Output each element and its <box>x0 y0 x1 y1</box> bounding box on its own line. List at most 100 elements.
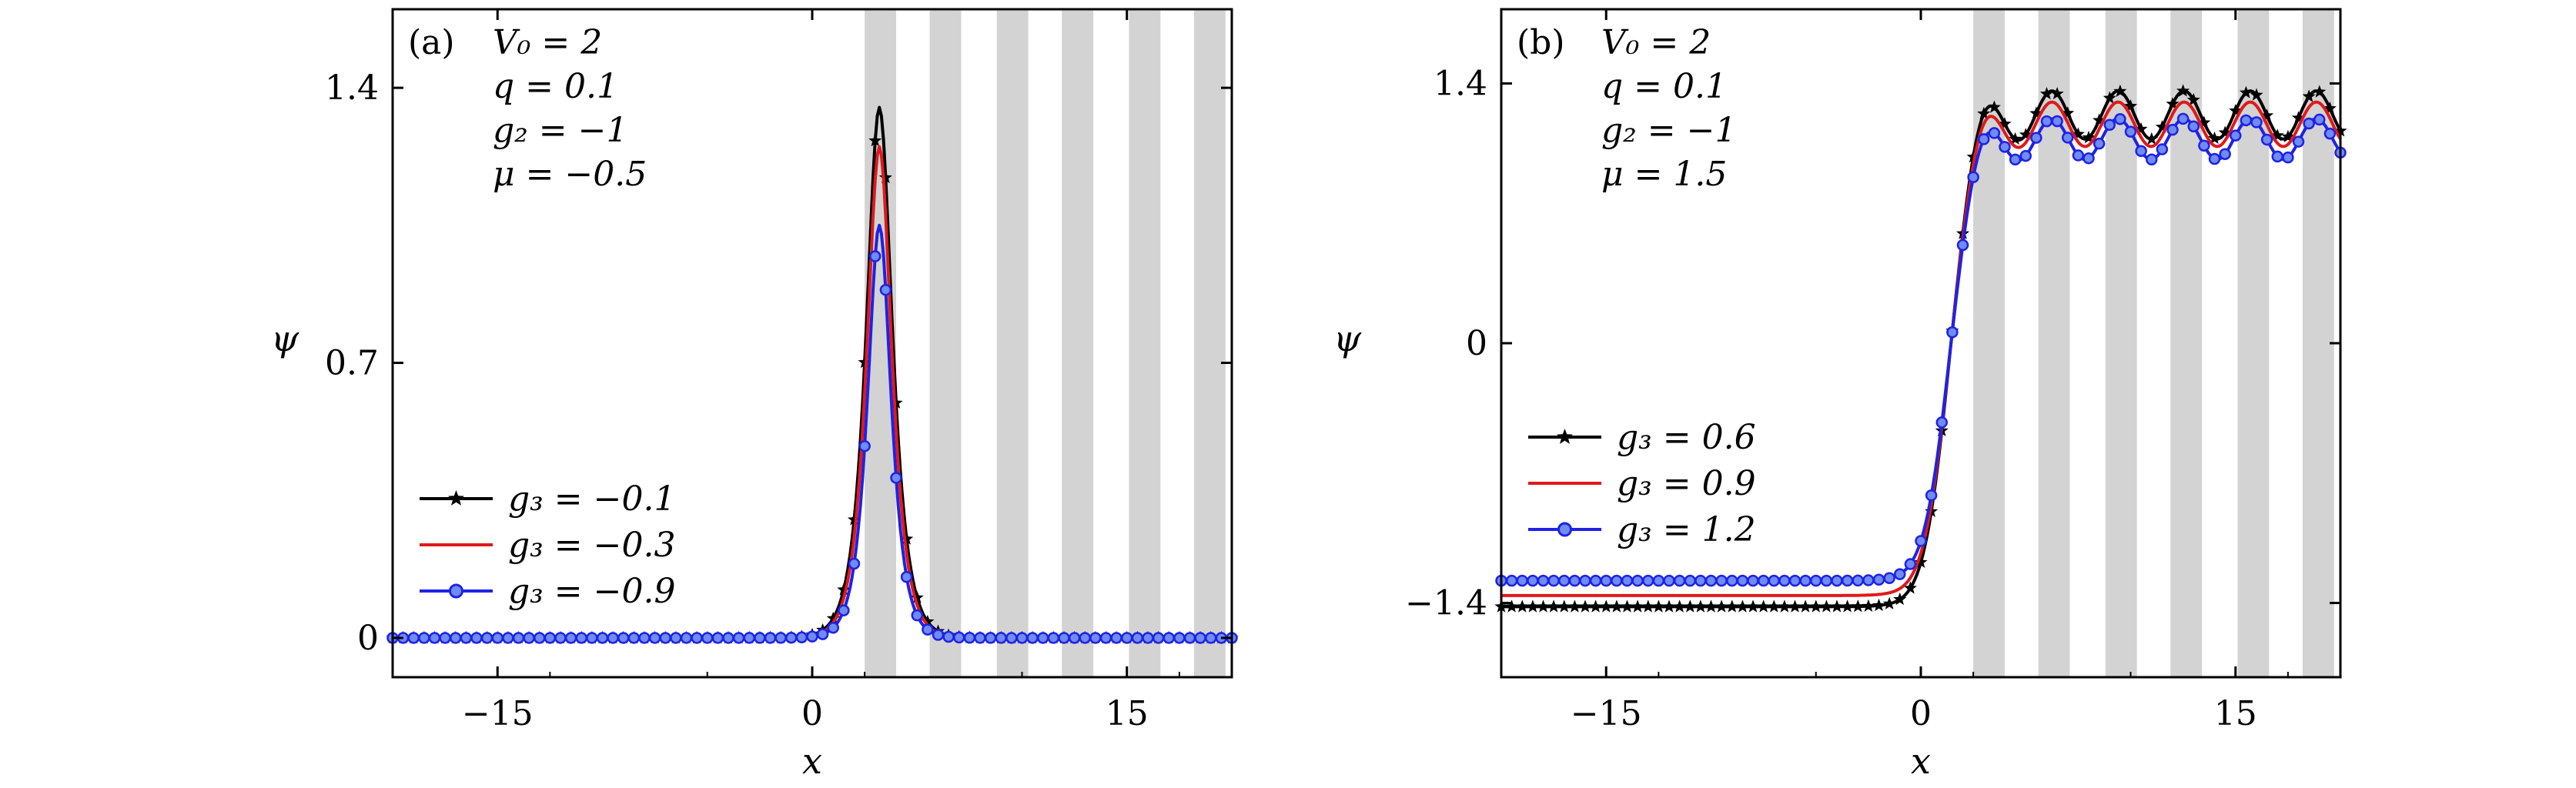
data-point-star <box>1620 599 1634 613</box>
annotation-g2: g₂ = −1 <box>493 111 628 150</box>
data-point-circle <box>2303 117 2315 130</box>
data-point-circle <box>974 632 986 644</box>
data-point-circle <box>1872 573 1885 586</box>
data-point-circle <box>2124 125 2137 138</box>
data-point-circle <box>2103 119 2116 132</box>
data-point-circle <box>1935 416 1948 429</box>
data-point-star <box>2113 84 2127 97</box>
data-point-star <box>2323 101 2337 115</box>
data-point-star <box>2166 97 2180 110</box>
data-point-star <box>1998 117 2012 130</box>
data-point-circle <box>564 632 577 644</box>
data-point-circle <box>1841 574 1854 587</box>
data-point-circle <box>1642 574 1654 587</box>
data-point-circle <box>1621 574 1634 587</box>
data-point-star <box>900 532 914 545</box>
data-point-star <box>878 170 892 184</box>
data-point-star <box>868 133 882 147</box>
data-point-circle <box>575 632 587 644</box>
data-point-circle <box>2323 127 2337 140</box>
data-point-star <box>1862 599 1875 612</box>
data-point-circle <box>1915 535 1927 547</box>
data-point-star <box>2134 122 2148 135</box>
data-point-circle <box>1547 574 1560 587</box>
data-point-circle <box>1183 632 1196 644</box>
data-point-circle <box>2009 153 2022 166</box>
annotation-mu: μ = −0.5 <box>493 155 647 194</box>
data-point-circle <box>2156 143 2169 155</box>
data-point-star <box>1798 599 1812 613</box>
data-point-circle <box>648 632 661 644</box>
shaded-band <box>1193 9 1226 677</box>
data-point-circle <box>1173 632 1186 644</box>
shaded-bands <box>1973 9 2334 677</box>
data-point-star <box>2019 128 2032 141</box>
data-point-star <box>2229 104 2243 117</box>
data-point-circle <box>607 632 619 644</box>
panel-label: (b) <box>1517 23 1565 62</box>
series-group <box>386 105 1239 644</box>
data-point-circle <box>2176 112 2190 125</box>
data-point-circle <box>953 631 965 644</box>
data-point-star <box>1536 599 1551 613</box>
data-point-circle <box>743 632 755 644</box>
x-tick-label: 0 <box>1910 694 1932 733</box>
data-point-star <box>1893 592 1907 606</box>
data-point-star <box>2313 85 2327 98</box>
data-point-star <box>1610 599 1624 613</box>
data-point-star <box>889 396 903 409</box>
x-tick-label: −15 <box>462 694 534 733</box>
data-point-star <box>1767 599 1781 613</box>
data-point-circle <box>785 631 798 644</box>
axis-ticks: −15 0 15 0 0.7 1.4 <box>325 9 1232 733</box>
data-point-circle <box>439 632 451 644</box>
data-point-circle <box>1558 574 1571 587</box>
data-point-star <box>2250 88 2263 101</box>
data-point-circle <box>911 609 923 622</box>
x-axis-label: x <box>802 740 822 782</box>
data-point-star <box>2039 87 2054 100</box>
data-point-circle <box>2093 137 2106 150</box>
data-point-circle <box>450 632 462 644</box>
data-point-circle <box>1163 632 1175 644</box>
data-point-star <box>1505 599 1519 613</box>
data-point-star <box>1841 599 1855 613</box>
data-point-star <box>1903 581 1917 594</box>
data-point-star <box>1966 149 1980 163</box>
annotation-q: q = 0.1 <box>1601 67 1727 106</box>
data-point-circle <box>1862 574 1875 586</box>
data-point-circle <box>2282 151 2294 164</box>
annotation-q: q = 0.1 <box>493 67 618 106</box>
data-point-circle <box>596 632 609 644</box>
data-point-star <box>837 583 851 596</box>
series-line <box>1501 100 2342 597</box>
data-point-circle <box>1099 632 1112 644</box>
shaded-band <box>929 9 962 677</box>
data-point-circle <box>1505 574 1518 587</box>
data-point-star <box>910 590 924 603</box>
data-point-circle <box>1715 574 1728 587</box>
shaded-bands <box>865 9 1226 677</box>
data-point-circle <box>1568 574 1581 587</box>
data-point-circle <box>890 472 902 484</box>
data-point-circle <box>1121 632 1133 644</box>
data-point-star <box>847 513 861 526</box>
data-point-circle <box>2240 114 2253 127</box>
data-point-circle <box>2030 132 2042 144</box>
data-point-circle <box>2250 116 2263 129</box>
shaded-band <box>1129 9 1161 677</box>
data-point-circle <box>407 632 420 644</box>
data-point-circle <box>680 632 693 644</box>
data-point-circle <box>1047 632 1060 644</box>
data-point-star <box>1557 599 1571 613</box>
data-point-circle <box>512 632 525 644</box>
data-point-star <box>1662 599 1676 613</box>
data-point-circle <box>1726 574 1738 587</box>
data-point-circle <box>732 632 745 644</box>
data-point-star <box>1673 599 1687 613</box>
data-point-star <box>1694 599 1708 613</box>
annotation-mu: μ = 1.5 <box>1601 155 1727 194</box>
data-point-circle <box>827 622 839 634</box>
data-point-circle <box>795 631 808 644</box>
